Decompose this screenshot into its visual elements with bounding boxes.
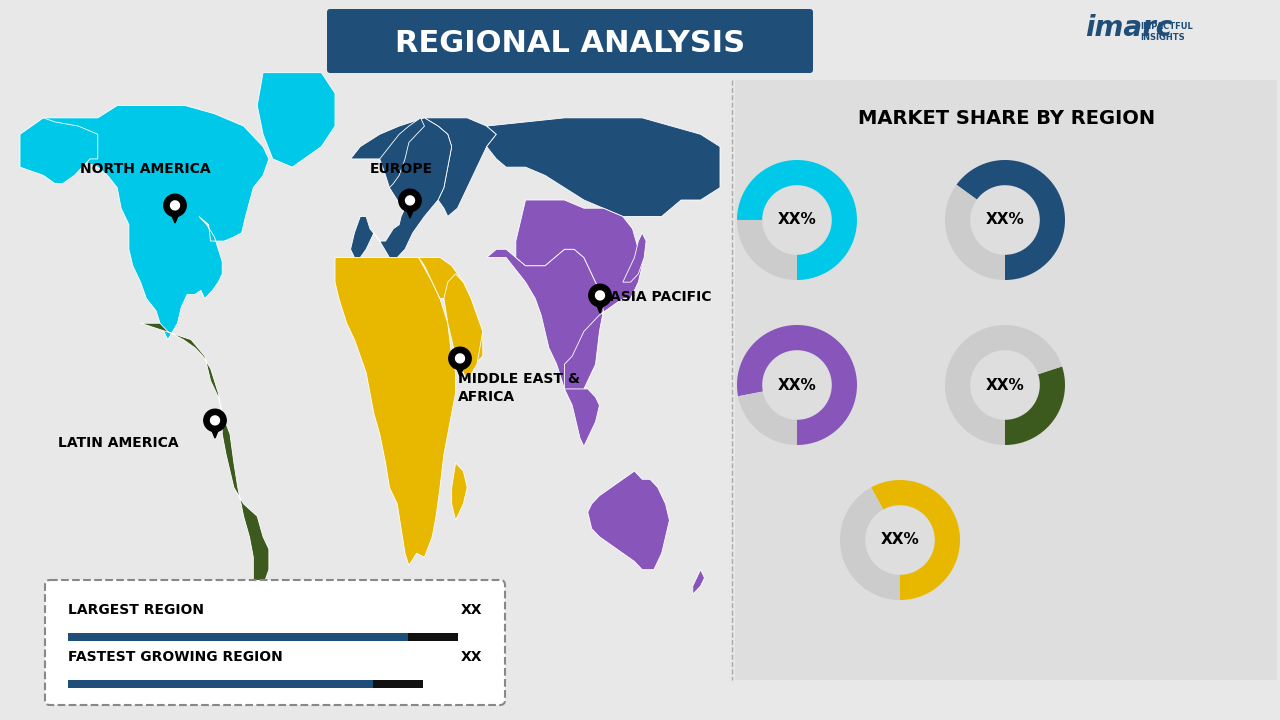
Text: INSIGHTS: INSIGHTS — [1140, 33, 1184, 42]
Polygon shape — [257, 73, 335, 167]
Polygon shape — [419, 258, 483, 364]
Polygon shape — [593, 295, 607, 313]
Bar — [372, 680, 422, 688]
Polygon shape — [425, 118, 497, 217]
Bar — [735, 80, 1277, 680]
Polygon shape — [589, 284, 612, 307]
Polygon shape — [486, 249, 603, 405]
Text: MIDDLE EAST &: MIDDLE EAST & — [458, 372, 580, 386]
Polygon shape — [737, 160, 858, 280]
Polygon shape — [945, 325, 1062, 445]
Polygon shape — [449, 347, 471, 369]
Polygon shape — [141, 323, 269, 639]
Polygon shape — [588, 471, 669, 570]
Polygon shape — [453, 359, 467, 376]
Polygon shape — [452, 463, 467, 521]
Text: XX%: XX% — [986, 212, 1024, 228]
Polygon shape — [737, 220, 797, 280]
Text: MARKET SHARE BY REGION: MARKET SHARE BY REGION — [858, 109, 1155, 127]
Text: LATIN AMERICA: LATIN AMERICA — [58, 436, 179, 450]
Text: NORTH AMERICA: NORTH AMERICA — [79, 162, 211, 176]
Text: imarc: imarc — [1085, 14, 1172, 42]
Polygon shape — [44, 106, 269, 340]
Text: XX%: XX% — [778, 377, 817, 392]
Polygon shape — [1005, 366, 1065, 445]
Text: XX: XX — [461, 603, 483, 617]
Text: XX%: XX% — [986, 377, 1024, 392]
Polygon shape — [399, 189, 421, 212]
Polygon shape — [20, 118, 97, 184]
Text: IMPACTFUL: IMPACTFUL — [1140, 22, 1193, 31]
Bar — [68, 633, 408, 641]
Polygon shape — [564, 389, 599, 446]
Polygon shape — [204, 409, 227, 431]
Bar — [68, 680, 372, 688]
Polygon shape — [516, 200, 643, 405]
Polygon shape — [380, 118, 425, 188]
Polygon shape — [335, 258, 456, 565]
Polygon shape — [623, 233, 646, 282]
Polygon shape — [956, 160, 1065, 280]
Polygon shape — [692, 570, 704, 594]
Polygon shape — [406, 196, 415, 205]
Polygon shape — [351, 118, 452, 258]
Text: LARGEST REGION: LARGEST REGION — [68, 603, 204, 617]
Polygon shape — [840, 487, 900, 600]
FancyBboxPatch shape — [45, 580, 506, 705]
Polygon shape — [403, 200, 417, 218]
Text: AFRICA: AFRICA — [458, 390, 515, 404]
Text: ASIA PACIFIC: ASIA PACIFIC — [611, 290, 712, 304]
Polygon shape — [164, 194, 186, 217]
Text: XX: XX — [461, 650, 483, 664]
Bar — [408, 633, 458, 641]
Polygon shape — [170, 201, 179, 210]
FancyBboxPatch shape — [326, 9, 813, 73]
Polygon shape — [456, 354, 465, 363]
Polygon shape — [444, 274, 483, 381]
Polygon shape — [595, 291, 604, 300]
Polygon shape — [207, 420, 223, 438]
Polygon shape — [737, 325, 858, 445]
Text: XX%: XX% — [778, 212, 817, 228]
Polygon shape — [739, 392, 797, 445]
Text: XX%: XX% — [881, 533, 919, 547]
Polygon shape — [168, 205, 182, 223]
Polygon shape — [945, 185, 1005, 280]
Text: FASTEST GROWING REGION: FASTEST GROWING REGION — [68, 650, 283, 664]
Polygon shape — [210, 416, 219, 425]
Polygon shape — [486, 118, 719, 217]
Text: EUROPE: EUROPE — [370, 162, 433, 176]
Polygon shape — [872, 480, 960, 600]
Text: REGIONAL ANALYSIS: REGIONAL ANALYSIS — [396, 29, 745, 58]
